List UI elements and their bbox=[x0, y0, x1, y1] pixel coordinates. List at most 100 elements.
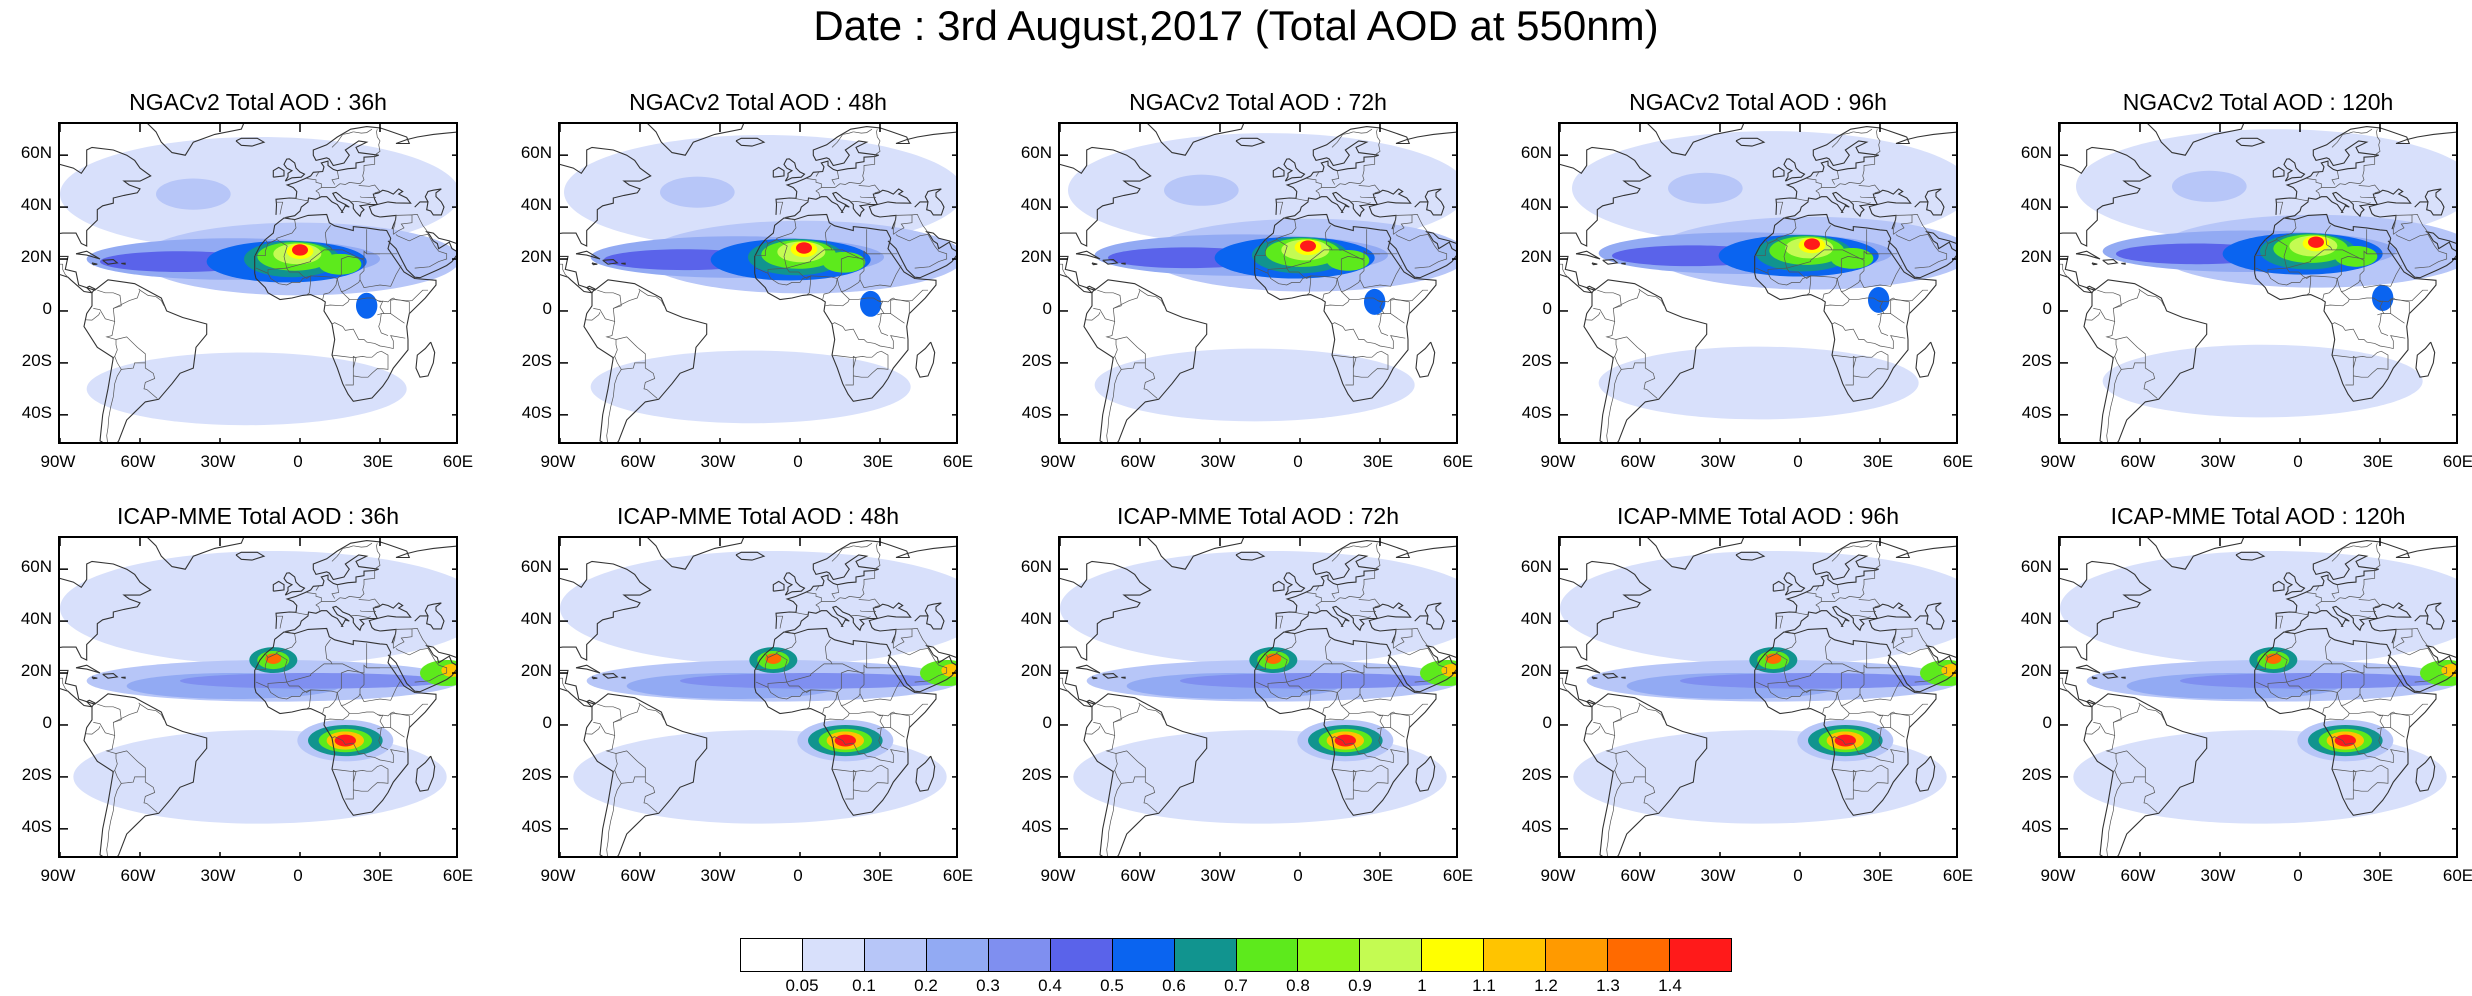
country-border bbox=[1776, 639, 1833, 683]
coastline bbox=[2121, 262, 2126, 265]
country-border bbox=[643, 776, 658, 813]
coastline bbox=[91, 262, 98, 266]
country-border bbox=[858, 598, 881, 608]
coastline bbox=[575, 664, 601, 674]
coastline bbox=[591, 262, 598, 266]
aod-contour bbox=[2102, 344, 2423, 418]
country-border bbox=[2276, 201, 2284, 215]
country-border bbox=[1754, 239, 1777, 257]
country-border bbox=[2254, 653, 2277, 671]
country-border bbox=[1815, 569, 1876, 612]
country-border bbox=[276, 639, 333, 683]
country-border bbox=[2254, 239, 2277, 257]
country-border bbox=[1767, 273, 1812, 295]
coastline bbox=[775, 540, 956, 629]
lat-tick-label: 40N bbox=[1520, 195, 1552, 215]
lon-tick-label: 30E bbox=[1862, 866, 1894, 885]
lon-tick-label: 30E bbox=[1362, 452, 1394, 471]
country-border bbox=[831, 545, 854, 562]
country-border bbox=[1877, 300, 1885, 314]
lat-tick-label: 60N bbox=[20, 143, 52, 163]
country-border bbox=[1106, 783, 1122, 856]
aod-contour bbox=[1765, 653, 1782, 664]
colorbar-swatch bbox=[1360, 939, 1423, 971]
country-border bbox=[106, 783, 122, 856]
country-border bbox=[359, 610, 377, 612]
country-border bbox=[815, 586, 819, 591]
lon-tick-label: 60W bbox=[620, 452, 656, 471]
country-border bbox=[377, 300, 385, 314]
country-border bbox=[2060, 263, 2069, 278]
country-border bbox=[1114, 336, 1146, 370]
colorbar-level-label: 0.3 bbox=[976, 976, 1000, 995]
country-border bbox=[1850, 201, 1871, 204]
aod-contour bbox=[318, 253, 362, 275]
country-border bbox=[276, 201, 284, 215]
lat-tick-label: 60N bbox=[1020, 143, 1052, 163]
country-border bbox=[1895, 648, 1948, 683]
country-border bbox=[850, 201, 871, 204]
country-border bbox=[1306, 178, 1322, 188]
country-border bbox=[1850, 615, 1871, 618]
coastline bbox=[2235, 551, 2266, 561]
country-border bbox=[1822, 278, 1838, 300]
country-border bbox=[1381, 313, 1405, 324]
country-border bbox=[892, 628, 913, 649]
lon-tick-label: 60W bbox=[120, 452, 156, 471]
aod-contour bbox=[356, 292, 378, 319]
coastline bbox=[2414, 188, 2445, 216]
coastline bbox=[60, 669, 96, 708]
country-border bbox=[890, 298, 910, 315]
coastline bbox=[1591, 262, 1598, 266]
lon-tick-label: 30E bbox=[2362, 866, 2394, 885]
coastline bbox=[915, 755, 936, 792]
coastline bbox=[887, 230, 956, 279]
lat-tick-label: 40N bbox=[20, 609, 52, 629]
country-border bbox=[1605, 735, 1618, 773]
country-border bbox=[1815, 586, 1819, 591]
map-panel-ngacv2-36h: NGACv2 Total AOD : 36h 60N 40N 20N 0 20S 40S 90… bbox=[21, 88, 473, 473]
coastline bbox=[1414, 188, 1445, 216]
lat-tick-label: 20N bbox=[1020, 247, 1052, 267]
country-border bbox=[585, 312, 601, 321]
coastline bbox=[1647, 538, 1745, 570]
country-border bbox=[754, 653, 777, 671]
country-border bbox=[353, 542, 373, 548]
coastline bbox=[560, 560, 652, 661]
lat-tick-label: 40N bbox=[1520, 609, 1552, 629]
country-border bbox=[2332, 663, 2402, 702]
aod-contour bbox=[265, 653, 282, 664]
country-border bbox=[1336, 692, 1361, 706]
coastline bbox=[602, 259, 619, 265]
colorbar-level-label: 0.7 bbox=[1224, 976, 1248, 995]
coastline bbox=[283, 158, 306, 182]
coastline bbox=[1060, 255, 1096, 294]
country-border bbox=[2267, 273, 2312, 295]
country-border bbox=[2374, 543, 2381, 570]
coastline bbox=[1283, 158, 1306, 182]
coastline bbox=[147, 124, 245, 156]
lat-tick-label: 60N bbox=[2020, 557, 2052, 577]
coastline bbox=[735, 137, 766, 147]
country-border bbox=[341, 289, 428, 303]
aod-contour bbox=[1868, 286, 1890, 313]
coastline bbox=[1272, 580, 1285, 592]
country-border bbox=[1911, 628, 1929, 648]
country-border bbox=[911, 214, 929, 234]
lon-tick-label: 0 bbox=[1793, 866, 1803, 885]
lat-tick-label: 0 bbox=[42, 298, 52, 318]
country-border bbox=[1836, 692, 1861, 706]
country-border bbox=[1822, 692, 1838, 714]
country-border bbox=[2306, 178, 2322, 188]
country-border bbox=[2276, 225, 2333, 269]
panel-title: ICAP-MME Total AOD : 72h bbox=[1116, 503, 1400, 529]
lon-tick-label: 30E bbox=[362, 866, 394, 885]
coastline bbox=[591, 676, 598, 680]
lon-tick-label: 0 bbox=[1293, 452, 1303, 471]
panel-title: ICAP-MME Total AOD : 96h bbox=[1616, 503, 1900, 529]
country-border bbox=[2114, 336, 2146, 370]
coastline bbox=[2285, 602, 2412, 644]
lat-tick-label: 20N bbox=[1520, 661, 1552, 681]
country-border bbox=[1825, 299, 1850, 307]
lat-tick-label: 40N bbox=[1020, 195, 1052, 215]
